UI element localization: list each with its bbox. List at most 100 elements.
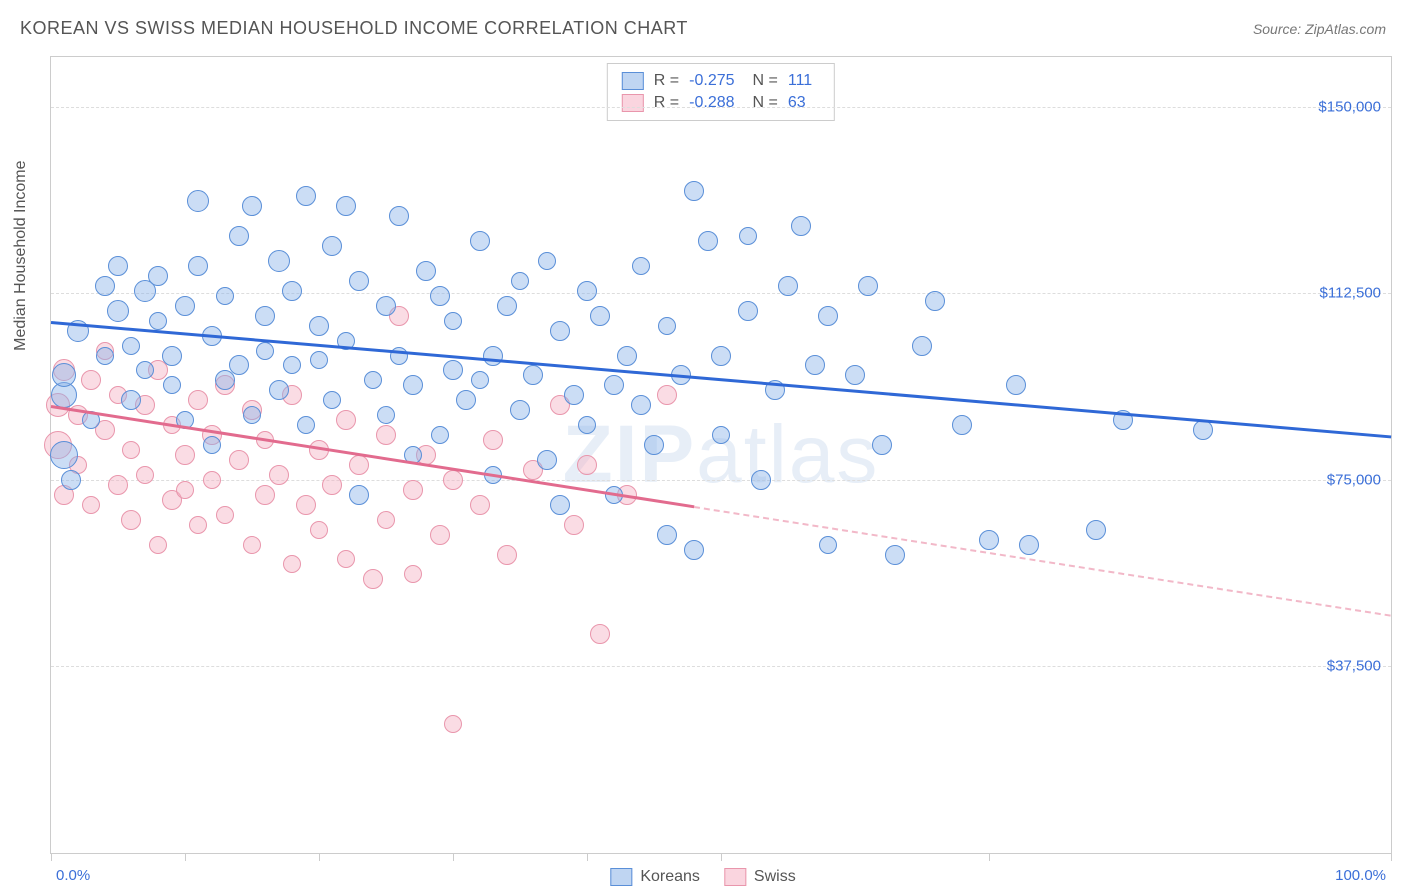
data-point-koreans (979, 530, 999, 550)
data-point-swiss (657, 385, 677, 405)
data-point-swiss (470, 495, 490, 515)
data-point-swiss (229, 450, 249, 470)
y-tick-label: $37,500 (1327, 658, 1381, 675)
x-tick (453, 853, 454, 861)
x-tick (1391, 853, 1392, 861)
data-point-koreans (845, 365, 865, 385)
trendline-swiss-dashed (694, 506, 1391, 617)
y-tick-label: $150,000 (1318, 98, 1381, 115)
data-point-koreans (751, 470, 771, 490)
data-point-swiss (188, 390, 208, 410)
data-point-koreans (163, 376, 181, 394)
data-point-koreans (471, 371, 489, 389)
data-point-koreans (925, 291, 945, 311)
data-point-koreans (510, 400, 530, 420)
correlation-legend: R = -0.275 N = 111 R = -0.288 N = 63 (607, 63, 835, 121)
swatch-koreans (610, 868, 632, 886)
data-point-koreans (511, 272, 529, 290)
data-point-koreans (872, 435, 892, 455)
data-point-koreans (590, 306, 610, 326)
data-point-swiss (590, 624, 610, 644)
data-point-koreans (885, 545, 905, 565)
data-point-koreans (684, 181, 704, 201)
data-point-koreans (282, 281, 302, 301)
r-value: -0.275 (689, 72, 734, 90)
data-point-swiss (121, 510, 141, 530)
data-point-koreans (364, 371, 382, 389)
r-label: R = (654, 72, 679, 90)
y-tick-label: $75,000 (1327, 471, 1381, 488)
data-point-koreans (712, 426, 730, 444)
data-point-koreans (470, 231, 490, 251)
data-point-koreans (617, 346, 637, 366)
gridline (51, 480, 1391, 481)
data-point-koreans (96, 347, 114, 365)
data-point-koreans (243, 406, 261, 424)
data-point-koreans (148, 266, 168, 286)
x-axis-max-label: 100.0% (1335, 867, 1386, 884)
x-tick (587, 853, 588, 861)
data-point-koreans (283, 356, 301, 374)
data-point-koreans (497, 296, 517, 316)
n-value: 63 (788, 94, 806, 112)
data-point-koreans (403, 375, 423, 395)
swatch-koreans (622, 72, 644, 90)
r-value: -0.288 (689, 94, 734, 112)
data-point-koreans (242, 196, 262, 216)
data-point-koreans (377, 406, 395, 424)
data-point-koreans (739, 227, 757, 245)
data-point-swiss (283, 555, 301, 573)
data-point-koreans (389, 206, 409, 226)
x-axis-min-label: 0.0% (56, 867, 90, 884)
y-axis-label: Median Household Income (12, 160, 30, 350)
x-tick (185, 853, 186, 861)
data-point-koreans (805, 355, 825, 375)
data-point-koreans (322, 236, 342, 256)
gridline (51, 107, 1391, 108)
data-point-koreans (216, 287, 234, 305)
data-point-swiss (216, 506, 234, 524)
data-point-koreans (604, 375, 624, 395)
data-point-swiss (497, 545, 517, 565)
data-point-koreans (819, 536, 837, 554)
data-point-koreans (149, 312, 167, 330)
data-point-koreans (1019, 535, 1039, 555)
series-legend: Koreans Swiss (610, 868, 795, 886)
data-point-swiss (310, 521, 328, 539)
data-point-koreans (390, 347, 408, 365)
legend-label: Swiss (754, 868, 796, 886)
data-point-swiss (122, 441, 140, 459)
data-point-swiss (376, 425, 396, 445)
data-point-koreans (738, 301, 758, 321)
data-point-koreans (644, 435, 664, 455)
gridline (51, 293, 1391, 294)
data-point-koreans (523, 365, 543, 385)
data-point-swiss (82, 496, 100, 514)
data-point-koreans (121, 390, 141, 410)
data-point-swiss (108, 475, 128, 495)
swatch-swiss (622, 94, 644, 112)
data-point-koreans (550, 495, 570, 515)
data-point-koreans (162, 346, 182, 366)
data-point-koreans (431, 426, 449, 444)
watermark-light: atlas (696, 409, 879, 500)
data-point-swiss (430, 525, 450, 545)
data-point-swiss (243, 536, 261, 554)
data-point-swiss (175, 445, 195, 465)
x-tick (319, 853, 320, 861)
data-point-koreans (631, 395, 651, 415)
data-point-koreans (698, 231, 718, 251)
data-point-koreans (255, 306, 275, 326)
data-point-koreans (538, 252, 556, 270)
data-point-koreans (1086, 520, 1106, 540)
data-point-koreans (578, 416, 596, 434)
data-point-koreans (175, 296, 195, 316)
data-point-koreans (483, 346, 503, 366)
data-point-koreans (336, 196, 356, 216)
data-point-swiss (404, 565, 422, 583)
data-point-swiss (189, 516, 207, 534)
data-point-koreans (684, 540, 704, 560)
data-point-koreans (456, 390, 476, 410)
data-point-swiss (296, 495, 316, 515)
data-point-koreans (858, 276, 878, 296)
